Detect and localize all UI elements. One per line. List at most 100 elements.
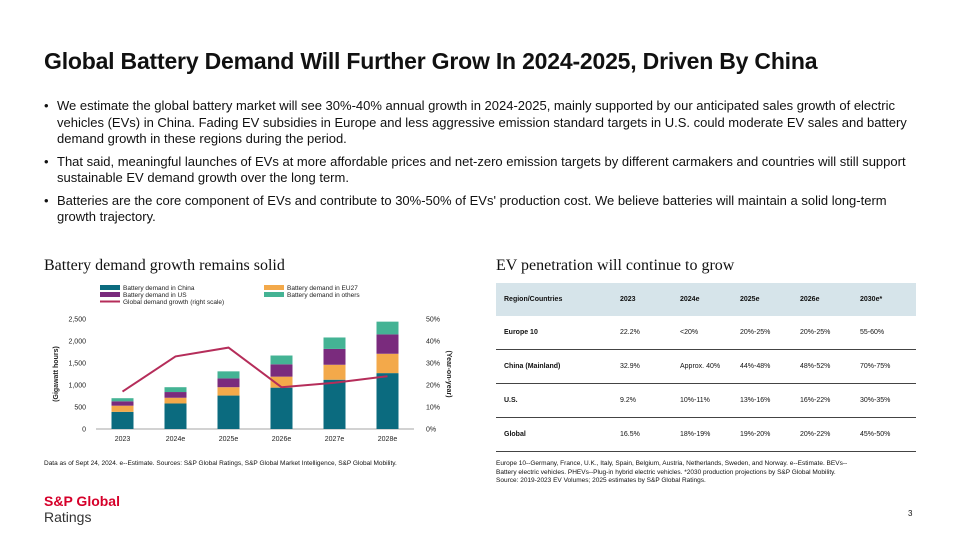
x-tick-label: 2024e (166, 436, 186, 443)
logo-line-1: S&P Global (44, 493, 120, 509)
legend-label: Battery demand in others (287, 292, 360, 299)
table-cell: 45%-50% (852, 417, 916, 452)
bar-segment (270, 364, 293, 377)
table-cell: China (Mainland) (496, 349, 612, 384)
sp-global-ratings-logo: S&P Global Ratings (44, 493, 120, 525)
table-cell: 20%-22% (792, 417, 852, 452)
bar-segment (111, 401, 134, 406)
table-footnote-line: Source: 2019-2023 EV Volumes; 2025 estim… (496, 477, 706, 484)
bullet-item: We estimate the global battery market wi… (44, 98, 924, 148)
bar-segment (111, 405, 134, 412)
legend-label: Battery demand in EU27 (287, 285, 358, 292)
bar-segment (164, 397, 187, 404)
table-cell: 18%-19% (672, 417, 732, 452)
table-cell: 44%-48% (732, 349, 792, 384)
table-header-cell: 2025e (732, 283, 792, 316)
table-cell: U.S. (496, 383, 612, 418)
table-footnote: Europe 10--Germany, France, U.K., Italy,… (496, 460, 916, 486)
table-cell: 32.9% (612, 349, 672, 384)
table-header-cell: Region/Countries (496, 283, 612, 316)
table-cell: 9.2% (612, 383, 672, 418)
y-tick-label: 1,000 (68, 383, 86, 390)
bar-segment (111, 398, 134, 402)
y-tick-label: 500 (74, 405, 86, 412)
legend-swatch (100, 292, 120, 297)
y-tick-label: 2,500 (68, 317, 86, 324)
legend-swatch (264, 285, 284, 290)
table-header-cell: 2023 (612, 283, 672, 316)
battery-demand-chart: Battery demand in China Battery demand in… (44, 282, 474, 452)
bar-segment (376, 321, 399, 335)
table-cell: 55-60% (852, 316, 916, 350)
legend-label: Battery demand in China (123, 285, 195, 292)
table-cell: 16.5% (612, 417, 672, 452)
y-tick-label: 0 (82, 427, 86, 434)
bar-segment (323, 348, 346, 365)
table-cell: 16%-22% (792, 383, 852, 418)
x-tick-label: 2028e (378, 436, 398, 443)
bar-segment (217, 371, 240, 379)
ev-penetration-table-wrap: Region/Countries 2023 2024e 2025e 2026e … (496, 283, 916, 452)
table-cell: Approx. 40% (672, 349, 732, 384)
table-row: China (Mainland) 32.9% Approx. 40% 44%-4… (496, 349, 916, 384)
table-cell: 20%-25% (792, 316, 852, 350)
y-axis-label: (Gigawatt hours) (53, 346, 60, 402)
bar-segment (270, 355, 293, 365)
table-cell: 30%-35% (852, 383, 916, 418)
legend-swatch (100, 285, 120, 290)
y2-tick-label: 50% (426, 317, 440, 324)
chart-footnote: Data as of Sept 24, 2024. e--Estimate. S… (44, 460, 397, 467)
table-cell: Global (496, 417, 612, 452)
ev-penetration-table: Region/Countries 2023 2024e 2025e 2026e … (496, 283, 916, 452)
bar-segment (217, 395, 240, 429)
table-cell: 22.2% (612, 316, 672, 350)
bar-segment (164, 392, 187, 398)
table-cell: 70%-75% (852, 349, 916, 384)
table-cell: 20%-25% (732, 316, 792, 350)
legend-label: Global demand growth (right scale) (123, 299, 224, 306)
bar-segment (111, 411, 134, 429)
table-header-cell: 2030e* (852, 283, 916, 316)
bar-segment (270, 387, 293, 429)
table-footnote-line: Europe 10--Germany, France, U.K., Italy,… (496, 460, 848, 467)
y-tick-label: 1,500 (68, 361, 86, 368)
y2-tick-label: 10% (426, 405, 440, 412)
table-header-row: Region/Countries 2023 2024e 2025e 2026e … (496, 283, 916, 316)
bar-segment (376, 334, 399, 354)
bullet-list: We estimate the global battery market wi… (44, 98, 924, 232)
table-cell: Europe 10 (496, 316, 612, 350)
bullet-item: Batteries are the core component of EVs … (44, 193, 924, 226)
table-header-cell: 2026e (792, 283, 852, 316)
y2-axis-label: (Year-on-year) (445, 350, 452, 397)
table-row: Europe 10 22.2% <20% 20%-25% 20%-25% 55-… (496, 316, 916, 350)
bar-segment (164, 403, 187, 429)
bar-segment (217, 387, 240, 396)
y2-tick-label: 0% (426, 427, 436, 434)
bar-segment (217, 378, 240, 388)
table-cell: 19%-20% (732, 417, 792, 452)
table-section-title: EV penetration will continue to grow (496, 257, 735, 274)
logo-line-2: Ratings (44, 509, 92, 525)
table-cell: 13%-16% (732, 383, 792, 418)
legend-swatch (264, 292, 284, 297)
page-number: 3 (908, 509, 913, 518)
x-tick-label: 2025e (219, 436, 239, 443)
bar-segment (164, 387, 187, 393)
bar-segment (270, 376, 293, 388)
y2-tick-label: 20% (426, 383, 440, 390)
table-cell: <20% (672, 316, 732, 350)
bullet-item: That said, meaningful launches of EVs at… (44, 154, 924, 187)
x-tick-label: 2027e (325, 436, 345, 443)
growth-line (121, 346, 388, 393)
table-cell: 48%-52% (792, 349, 852, 384)
y2-tick-label: 30% (426, 361, 440, 368)
bar-segment (323, 364, 346, 380)
table-row: U.S. 9.2% 10%-11% 13%-16% 16%-22% 30%-35… (496, 383, 916, 418)
table-footnote-line: Battery electric vehicles. PHEVs--Plug-i… (496, 468, 836, 476)
y-tick-label: 2,000 (68, 339, 86, 346)
page-title: Global Battery Demand Will Further Grow … (44, 48, 818, 74)
x-tick-label: 2026e (272, 436, 292, 443)
bar-segment (323, 379, 346, 429)
table-cell: 10%-11% (672, 383, 732, 418)
table-row: Global 16.5% 18%-19% 19%-20% 20%-22% 45%… (496, 417, 916, 452)
